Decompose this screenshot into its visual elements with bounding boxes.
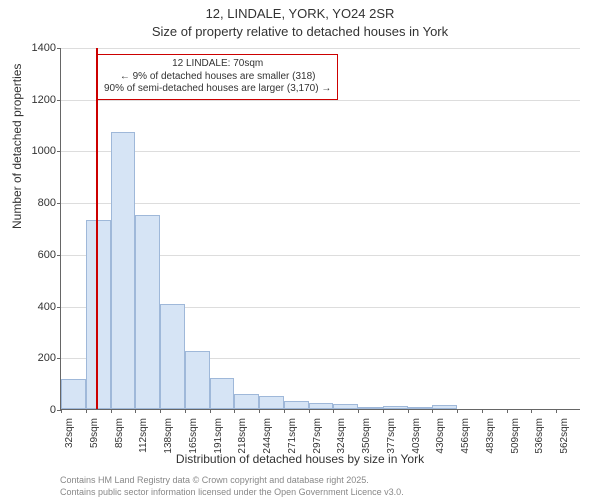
y-tick-mark	[57, 255, 61, 256]
footer-line-1: Contains HM Land Registry data © Crown c…	[60, 475, 369, 485]
x-tick-label: 377sqm	[386, 418, 397, 458]
x-tick-mark	[210, 409, 211, 413]
y-tick-label: 800	[38, 197, 56, 209]
x-tick-label: 430sqm	[435, 418, 446, 458]
x-tick-label: 32sqm	[64, 418, 75, 458]
x-tick-label: 483sqm	[485, 418, 496, 458]
x-tick-mark	[408, 409, 409, 413]
x-tick-label: 165sqm	[188, 418, 199, 458]
x-tick-mark	[482, 409, 483, 413]
y-tick-mark	[57, 307, 61, 308]
annotation-line-1: 12 LINDALE: 70sqm	[104, 58, 331, 71]
x-tick-mark	[135, 409, 136, 413]
x-tick-mark	[111, 409, 112, 413]
y-tick-mark	[57, 100, 61, 101]
x-tick-label: 244sqm	[262, 418, 273, 458]
y-tick-label: 0	[50, 404, 56, 416]
histogram-bar	[408, 407, 433, 409]
y-axis-label: Number of detached properties	[10, 64, 24, 229]
histogram-bar	[234, 394, 259, 410]
y-tick-label: 1200	[32, 94, 56, 106]
histogram-bar	[111, 132, 136, 409]
x-tick-label: 297sqm	[312, 418, 323, 458]
histogram-bar	[160, 304, 185, 409]
chart-title-line2: Size of property relative to detached ho…	[0, 24, 600, 39]
chart-title-line1: 12, LINDALE, YORK, YO24 2SR	[0, 6, 600, 21]
chart-container: 12, LINDALE, YORK, YO24 2SR Size of prop…	[0, 0, 600, 500]
x-tick-mark	[432, 409, 433, 413]
x-tick-label: 271sqm	[287, 418, 298, 458]
x-tick-mark	[556, 409, 557, 413]
annotation-box: 12 LINDALE: 70sqm ← 9% of detached house…	[97, 54, 338, 100]
grid-line	[61, 203, 580, 204]
histogram-bar	[259, 396, 284, 409]
y-tick-label: 400	[38, 301, 56, 313]
annotation-line-3: 90% of semi-detached houses are larger (…	[104, 83, 331, 96]
histogram-bar	[284, 401, 309, 409]
x-tick-label: 59sqm	[89, 418, 100, 458]
histogram-bar	[61, 379, 86, 409]
grid-line	[61, 100, 580, 101]
x-tick-mark	[86, 409, 87, 413]
x-tick-label: 562sqm	[559, 418, 570, 458]
footer-line-2: Contains public sector information licen…	[60, 487, 404, 497]
x-tick-label: 112sqm	[138, 418, 149, 458]
x-tick-label: 350sqm	[361, 418, 372, 458]
histogram-bar	[135, 215, 160, 409]
x-tick-label: 85sqm	[114, 418, 125, 458]
histogram-bar	[333, 404, 358, 409]
y-tick-label: 1000	[32, 145, 56, 157]
grid-line	[61, 48, 580, 49]
x-tick-mark	[457, 409, 458, 413]
marker-line	[96, 48, 98, 409]
y-tick-mark	[57, 48, 61, 49]
x-tick-label: 138sqm	[163, 418, 174, 458]
histogram-bar	[358, 407, 383, 409]
x-tick-label: 324sqm	[336, 418, 347, 458]
y-tick-label: 600	[38, 249, 56, 261]
x-tick-label: 536sqm	[534, 418, 545, 458]
x-tick-mark	[507, 409, 508, 413]
y-tick-mark	[57, 151, 61, 152]
y-tick-mark	[57, 203, 61, 204]
y-tick-label: 200	[38, 352, 56, 364]
x-tick-mark	[259, 409, 260, 413]
x-tick-label: 191sqm	[213, 418, 224, 458]
x-tick-mark	[358, 409, 359, 413]
x-tick-label: 456sqm	[460, 418, 471, 458]
histogram-bar	[383, 406, 408, 409]
histogram-bar	[309, 403, 334, 409]
y-tick-mark	[57, 358, 61, 359]
grid-line	[61, 151, 580, 152]
x-tick-mark	[333, 409, 334, 413]
x-tick-label: 509sqm	[510, 418, 521, 458]
histogram-bar	[185, 351, 210, 409]
x-tick-label: 403sqm	[411, 418, 422, 458]
x-tick-mark	[309, 409, 310, 413]
x-tick-mark	[234, 409, 235, 413]
histogram-bar	[210, 378, 235, 409]
x-tick-label: 218sqm	[237, 418, 248, 458]
annotation-line-2: ← 9% of detached houses are smaller (318…	[104, 71, 331, 84]
x-tick-mark	[531, 409, 532, 413]
plot-area: 12 LINDALE: 70sqm ← 9% of detached house…	[60, 48, 580, 410]
x-tick-mark	[383, 409, 384, 413]
x-tick-mark	[284, 409, 285, 413]
x-tick-mark	[185, 409, 186, 413]
x-tick-mark	[160, 409, 161, 413]
y-tick-label: 1400	[32, 42, 56, 54]
histogram-bar	[432, 405, 457, 409]
x-tick-mark	[61, 409, 62, 413]
